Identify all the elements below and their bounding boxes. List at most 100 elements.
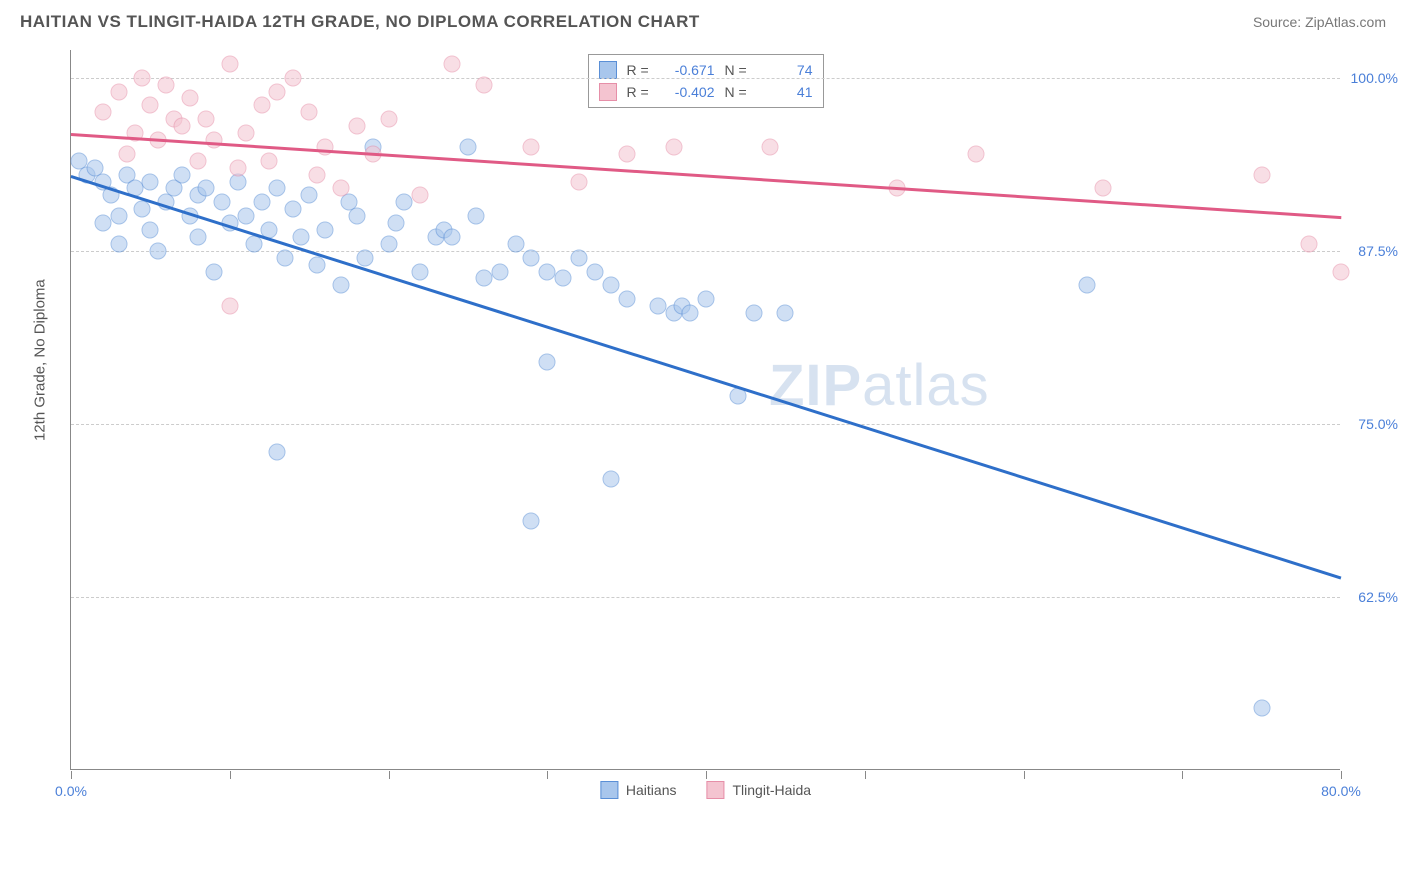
data-point — [618, 291, 635, 308]
data-point — [332, 277, 349, 294]
y-tick-label: 75.0% — [1358, 416, 1398, 432]
gridline — [71, 78, 1340, 79]
data-point — [317, 222, 334, 239]
data-point — [197, 180, 214, 197]
data-point — [396, 194, 413, 211]
data-point — [269, 180, 286, 197]
data-point — [571, 249, 588, 266]
legend-series-label: Tlingit-Haida — [733, 782, 812, 798]
data-point — [269, 443, 286, 460]
data-point — [134, 69, 151, 86]
data-point — [110, 83, 127, 100]
data-point — [285, 69, 302, 86]
data-point — [475, 270, 492, 287]
legend-swatch — [599, 83, 617, 101]
legend-swatch — [600, 781, 618, 799]
data-point — [618, 145, 635, 162]
data-point — [190, 228, 207, 245]
x-tick — [1341, 771, 1342, 779]
r-value: -0.402 — [665, 84, 715, 100]
data-point — [444, 55, 461, 72]
data-point — [150, 242, 167, 259]
y-axis-label: 12th Grade, No Diploma — [32, 279, 49, 441]
data-point — [698, 291, 715, 308]
legend-series-item: Haitians — [600, 781, 677, 799]
source-label: Source: ZipAtlas.com — [1253, 14, 1386, 30]
gridline — [71, 251, 1340, 252]
data-point — [94, 104, 111, 121]
x-tick — [1182, 771, 1183, 779]
data-point — [237, 125, 254, 142]
legend-stats-row: R =-0.402N =41 — [599, 81, 813, 103]
data-point — [602, 277, 619, 294]
data-point — [507, 235, 524, 252]
x-tick — [71, 771, 72, 779]
data-point — [110, 208, 127, 225]
data-point — [142, 222, 159, 239]
data-point — [261, 152, 278, 169]
legend-series-item: Tlingit-Haida — [707, 781, 812, 799]
data-point — [666, 138, 683, 155]
y-tick-label: 87.5% — [1358, 243, 1398, 259]
header: HAITIAN VS TLINGIT-HAIDA 12TH GRADE, NO … — [0, 0, 1406, 40]
data-point — [1079, 277, 1096, 294]
data-point — [221, 55, 238, 72]
data-point — [229, 159, 246, 176]
data-point — [475, 76, 492, 93]
x-tick — [865, 771, 866, 779]
data-point — [253, 194, 270, 211]
data-point — [94, 215, 111, 232]
data-point — [301, 104, 318, 121]
trend-line — [71, 175, 1342, 579]
legend-swatch — [707, 781, 725, 799]
data-point — [777, 305, 794, 322]
data-point — [293, 228, 310, 245]
data-point — [205, 132, 222, 149]
data-point — [650, 298, 667, 315]
data-point — [761, 138, 778, 155]
data-point — [523, 249, 540, 266]
data-point — [134, 201, 151, 218]
data-point — [158, 76, 175, 93]
data-point — [309, 256, 326, 273]
x-tick-label: 0.0% — [55, 783, 87, 799]
plot-area: ZIPatlas R =-0.671N =74R =-0.402N =41 Ha… — [70, 50, 1340, 770]
data-point — [221, 298, 238, 315]
data-point — [1253, 166, 1270, 183]
n-value: 74 — [763, 62, 813, 78]
data-point — [444, 228, 461, 245]
data-point — [317, 138, 334, 155]
n-value: 41 — [763, 84, 813, 100]
data-point — [118, 145, 135, 162]
x-tick — [547, 771, 548, 779]
data-point — [348, 208, 365, 225]
data-point — [245, 235, 262, 252]
data-point — [380, 235, 397, 252]
x-tick-label: 80.0% — [1321, 783, 1361, 799]
r-label: R = — [627, 84, 655, 100]
data-point — [467, 208, 484, 225]
gridline — [71, 424, 1340, 425]
data-point — [388, 215, 405, 232]
n-label: N = — [725, 62, 753, 78]
y-tick-label: 62.5% — [1358, 589, 1398, 605]
data-point — [967, 145, 984, 162]
r-label: R = — [627, 62, 655, 78]
data-point — [309, 166, 326, 183]
legend-swatch — [599, 61, 617, 79]
data-point — [1094, 180, 1111, 197]
gridline — [71, 597, 1340, 598]
data-point — [523, 512, 540, 529]
data-point — [571, 173, 588, 190]
data-point — [745, 305, 762, 322]
data-point — [174, 118, 191, 135]
legend-series-label: Haitians — [626, 782, 677, 798]
data-point — [197, 111, 214, 128]
data-point — [1333, 263, 1350, 280]
data-point — [182, 90, 199, 107]
data-point — [539, 353, 556, 370]
data-point — [277, 249, 294, 266]
data-point — [356, 249, 373, 266]
data-point — [237, 208, 254, 225]
data-point — [205, 263, 222, 280]
